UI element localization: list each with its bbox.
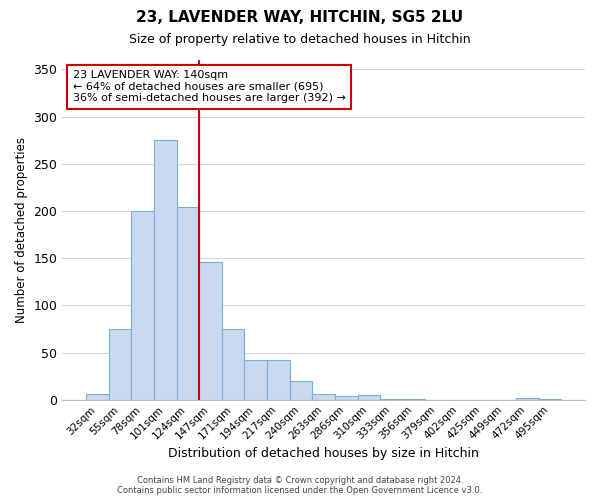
Bar: [267, 360, 290, 400]
Bar: [199, 262, 222, 400]
Bar: [86, 394, 109, 400]
Text: Size of property relative to detached houses in Hitchin: Size of property relative to detached ho…: [129, 32, 471, 46]
Text: 23 LAVENDER WAY: 140sqm
← 64% of detached houses are smaller (695)
36% of semi-d: 23 LAVENDER WAY: 140sqm ← 64% of detache…: [73, 70, 346, 103]
Bar: [516, 398, 539, 400]
Bar: [403, 399, 425, 400]
Bar: [222, 329, 244, 400]
Bar: [244, 360, 267, 400]
Bar: [154, 140, 176, 400]
Bar: [313, 394, 335, 400]
X-axis label: Distribution of detached houses by size in Hitchin: Distribution of detached houses by size …: [168, 447, 479, 460]
Y-axis label: Number of detached properties: Number of detached properties: [15, 137, 28, 323]
Bar: [539, 399, 561, 400]
Text: 23, LAVENDER WAY, HITCHIN, SG5 2LU: 23, LAVENDER WAY, HITCHIN, SG5 2LU: [136, 10, 464, 25]
Bar: [290, 381, 313, 400]
Bar: [109, 329, 131, 400]
Bar: [380, 399, 403, 400]
Bar: [131, 211, 154, 400]
Bar: [335, 396, 358, 400]
Text: Contains HM Land Registry data © Crown copyright and database right 2024.
Contai: Contains HM Land Registry data © Crown c…: [118, 476, 482, 495]
Bar: [358, 395, 380, 400]
Bar: [176, 207, 199, 400]
